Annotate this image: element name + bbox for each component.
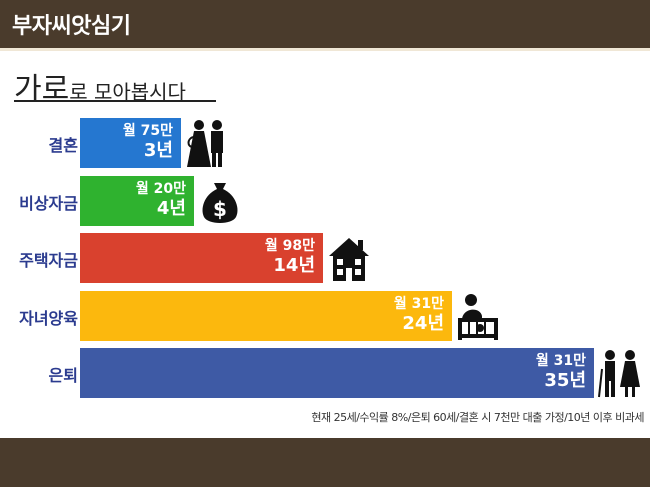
elderly-couple-icon [598, 347, 642, 403]
category-label: 자녀양육 [19, 308, 78, 328]
bar [80, 290, 452, 341]
years-label: 3년 [143, 140, 173, 161]
svg-text:$: $ [213, 197, 227, 221]
bar-value-label: 월 31만 35년 [80, 352, 586, 392]
years-label: 4년 [156, 197, 186, 219]
header-bar: 부자씨앗심기 [0, 0, 650, 48]
crib-baby-icon [456, 290, 500, 346]
monthly-amount-label: 월 20만 [135, 180, 186, 197]
bar [80, 348, 594, 398]
title-underline [14, 100, 216, 102]
wedding-couple-icon [185, 117, 229, 173]
money-bag-icon: $ [198, 175, 242, 231]
house-icon [327, 232, 371, 288]
category-label: 주택자금 [19, 251, 78, 270]
category-label: 비상자금 [19, 193, 78, 213]
monthly-amount-label: 월 31만 [535, 353, 586, 369]
bar-value-label: 월 20만 4년 [80, 180, 186, 220]
category-label: 결혼 [48, 136, 78, 155]
years-label: 14년 [273, 255, 315, 276]
monthly-amount-label: 월 98만 [264, 238, 315, 254]
monthly-amount-label: 월 75만 [122, 123, 173, 139]
bar [80, 118, 181, 168]
bar-value-label: 월 98만 14년 [80, 237, 315, 277]
header-divider [0, 48, 650, 51]
years-label: 35년 [544, 370, 586, 391]
brand-title: 부자씨앗심기 [12, 14, 131, 39]
category-label: 은퇴 [48, 366, 78, 385]
assumptions-footnote: 현재 25세/수익률 8%/은퇴 60세/결혼 시 7천만 대출 가정/10년 … [311, 411, 644, 424]
bar-value-label: 월 31만 24년 [80, 295, 444, 335]
years-label: 24년 [402, 312, 444, 334]
footer-bar [0, 438, 650, 487]
bar [80, 233, 323, 283]
bar-value-label: 월 75만 3년 [80, 122, 173, 162]
monthly-amount-label: 월 31만 [393, 295, 444, 312]
bar [80, 175, 194, 226]
